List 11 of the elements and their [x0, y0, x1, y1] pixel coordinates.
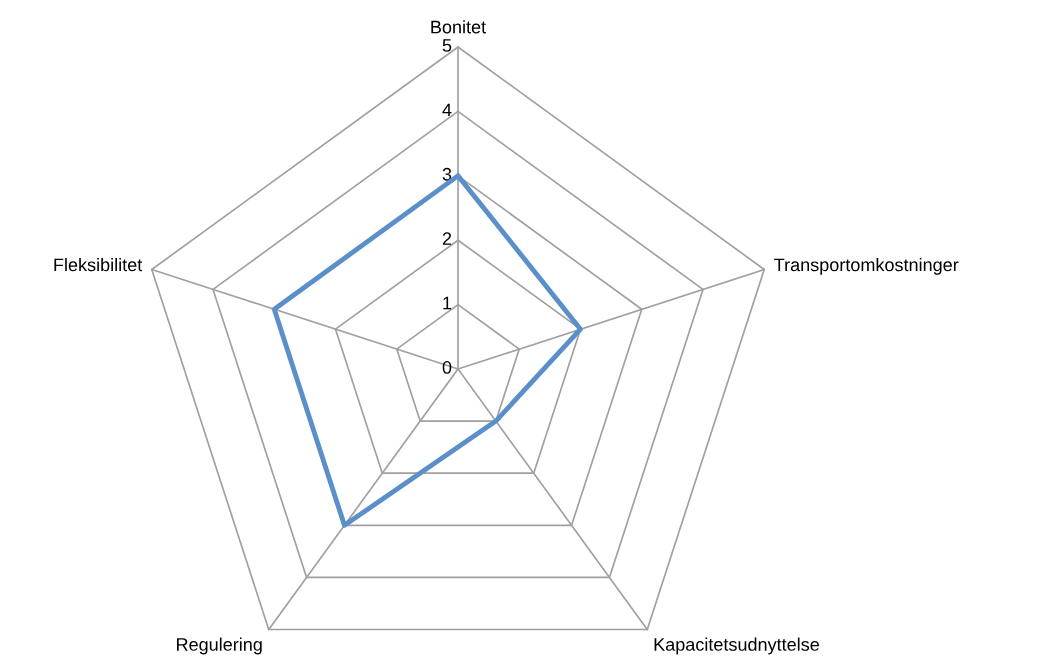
y-tick-label: 0 — [442, 361, 452, 374]
y-tick-label: 1 — [443, 296, 452, 310]
spoke-label: Regulering — [177, 637, 262, 655]
y-tick-label: 4 — [442, 103, 452, 117]
spoke-label: Fleksibilitet — [54, 257, 143, 272]
spoke-label: Bonitet — [431, 20, 486, 34]
y-tick-label: 3 — [442, 167, 452, 181]
y-tick-label: 5 — [442, 39, 452, 52]
spoke-label: Kapacitetsudnyttelse — [654, 637, 819, 655]
spoke-label: Transportomkostninger — [774, 257, 959, 275]
y-tick-label: 2 — [442, 232, 452, 245]
